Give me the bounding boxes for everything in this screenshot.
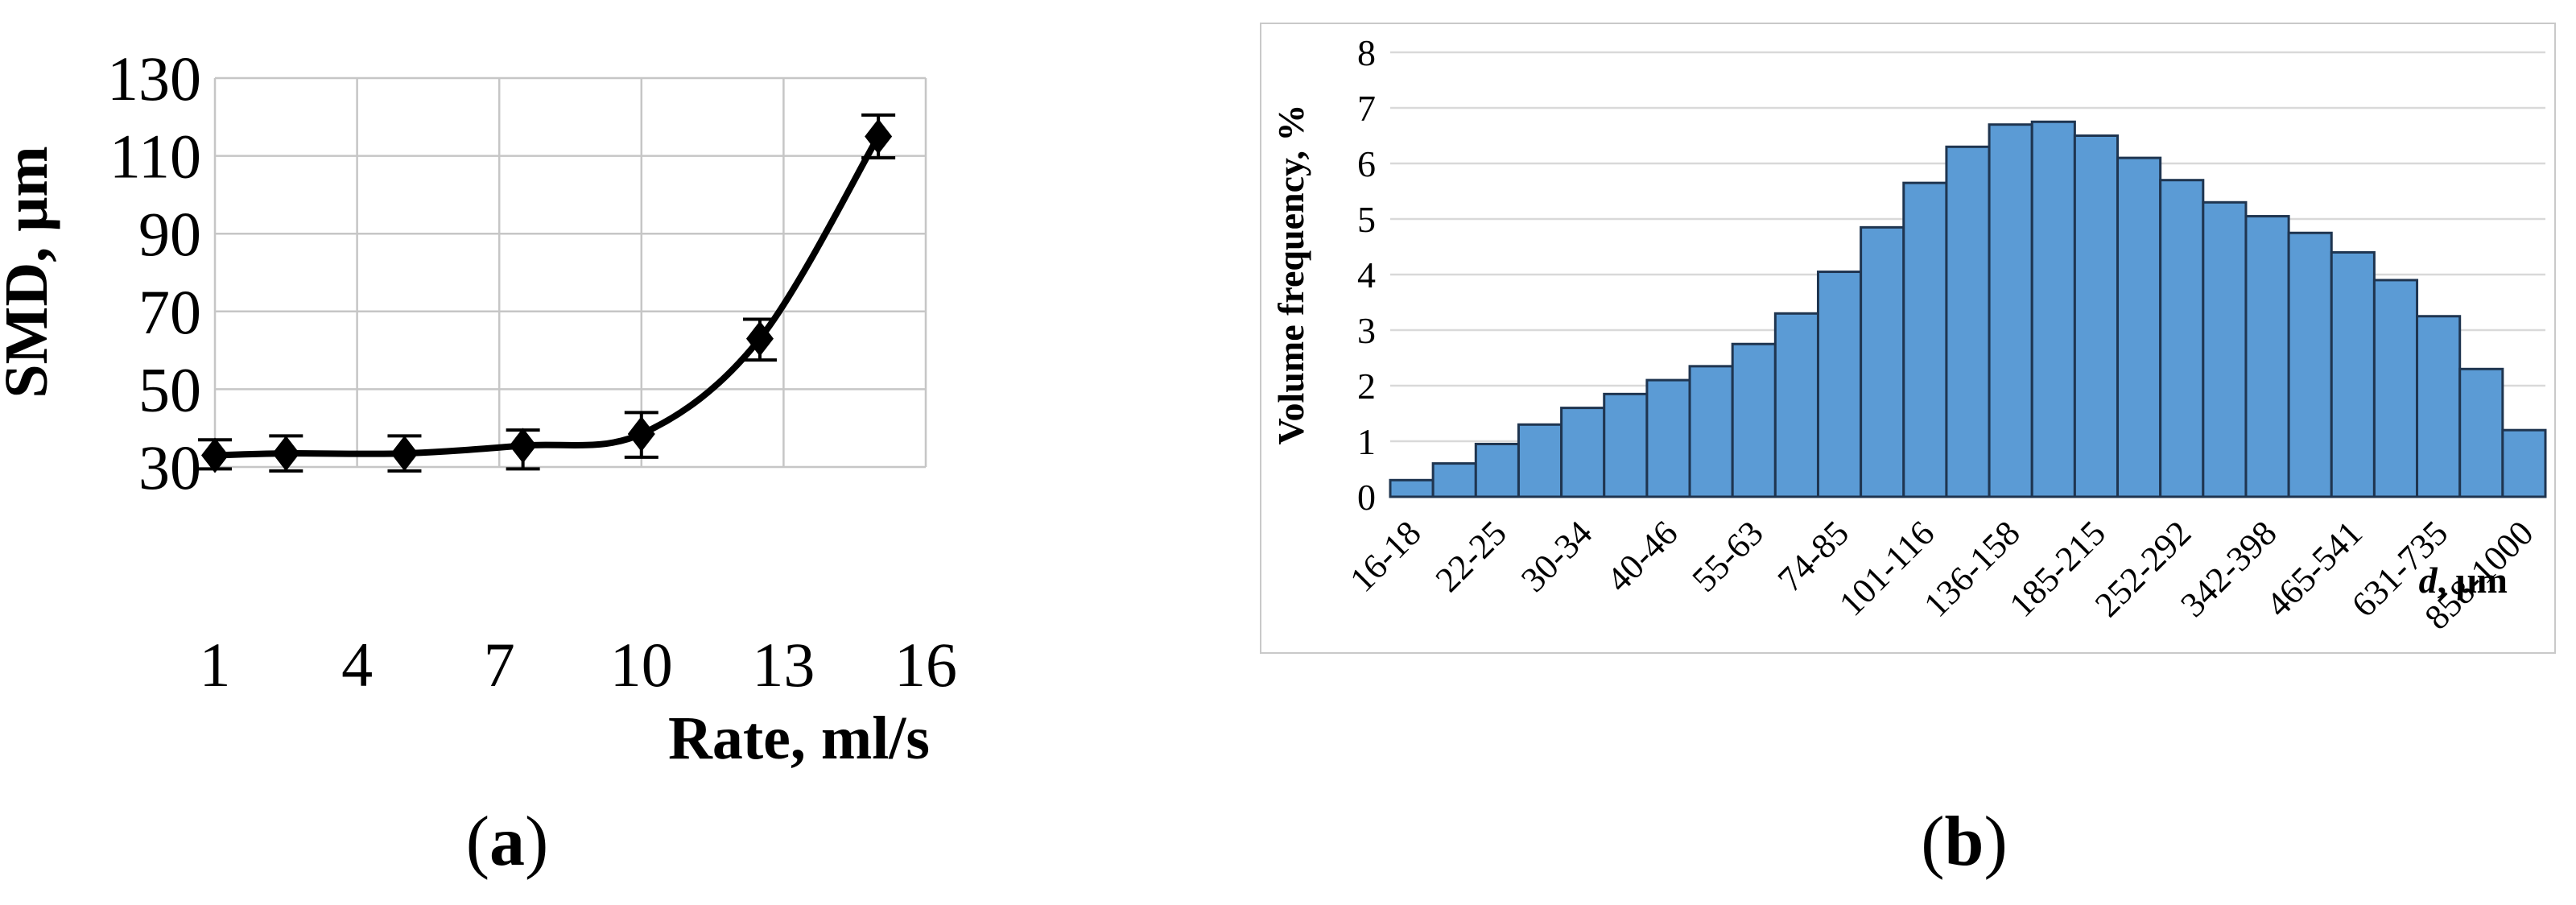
histogram-bar	[2501, 428, 2547, 498]
histogram-bar	[2372, 279, 2419, 498]
smd-curve	[212, 133, 882, 459]
x-axis-bin-label: 465-541	[2259, 513, 2370, 624]
histogram-bar	[2073, 134, 2120, 498]
x-axis-bin-label: 16-18	[1342, 513, 1428, 599]
histogram-bar	[2416, 315, 2462, 498]
x-axis-tick-label: 16	[894, 630, 957, 700]
histogram-bar	[2330, 250, 2376, 498]
histogram-bar	[1560, 407, 1606, 498]
data-point-diamond	[390, 436, 419, 472]
x-axis-bin-label: 342-398	[2173, 513, 2284, 624]
x-axis-tick-label: 4	[341, 630, 373, 700]
histogram-bar	[1731, 342, 1777, 498]
data-point-diamond	[627, 415, 655, 452]
data-point-diamond	[272, 436, 300, 472]
histogram-bar	[1389, 478, 1435, 498]
x-axis-bin-label: 22-25	[1428, 513, 1514, 599]
x-axis-bin-label: 185-215	[2002, 513, 2113, 624]
y-axis-tick-label: 0	[1357, 477, 1376, 518]
y-axis-tick-label: 30	[138, 432, 201, 502]
x-axis-bin-label: 40-46	[1599, 513, 1685, 599]
y-axis-tick-label: 1	[1357, 421, 1376, 462]
histogram-bar	[2458, 367, 2504, 498]
y-axis-tick-label: 90	[138, 199, 201, 269]
caption-a: (a)	[306, 801, 708, 882]
y-axis-tick-label: 3	[1357, 310, 1376, 351]
histogram-bar	[2244, 215, 2290, 498]
caption-b: (b)	[1763, 801, 2165, 882]
x-axis-tick-label: 13	[752, 630, 815, 700]
y-axis-tick-label: 6	[1357, 143, 1376, 184]
histogram-bar	[1645, 378, 1691, 498]
histogram-bar	[1945, 145, 1991, 498]
y-axis-tick-label: 5	[1357, 199, 1376, 240]
histogram-bar	[1517, 423, 1563, 498]
data-point-diamond	[865, 118, 893, 155]
histogram-bar	[1603, 392, 1649, 498]
histogram-panel: 0 1 2 3 4 5 6 7 8 16-18 22-25 30-34 40-46 55-63 74-85 1…	[1260, 23, 2556, 654]
y-axis-title: Volume frequency, %	[1270, 105, 1311, 445]
histogram-bar	[2159, 179, 2205, 498]
histogram-bar	[2287, 231, 2333, 498]
data-point-diamond	[745, 320, 774, 357]
histogram-bar	[2116, 156, 2162, 498]
y-axis-tick-label: 130	[107, 43, 201, 114]
x-axis-bin-label: 252-292	[2087, 513, 2198, 624]
caption-b-open: (	[1921, 803, 1945, 881]
caption-a-letter: a	[489, 803, 525, 881]
y-axis-tick-label: 4	[1357, 254, 1376, 295]
histogram-bar	[2202, 200, 2248, 498]
x-axis-bin-label: 55-63	[1685, 513, 1771, 599]
x-axis-tick-label: 10	[610, 630, 673, 700]
y-axis-title: SMD, μm	[0, 146, 60, 398]
y-axis-tick-label: 70	[138, 277, 201, 347]
histogram-bar	[1474, 442, 1520, 498]
y-axis-tick-label: 2	[1357, 366, 1376, 407]
x-axis-title: Rate, ml/s	[668, 705, 930, 772]
y-axis-tick-label: 50	[138, 354, 201, 424]
histogram-bar	[1688, 365, 1734, 498]
histogram-bar	[1773, 312, 1819, 498]
histogram-bar	[1816, 271, 1863, 498]
caption-a-close: )	[525, 803, 549, 881]
y-axis-tick-label: 8	[1357, 32, 1376, 73]
x-axis-bin-label: 30-34	[1513, 513, 1600, 599]
data-point-diamond	[509, 428, 537, 464]
x-axis-bin-label: 101-116	[1831, 513, 1942, 623]
x-axis-tick-label: 7	[484, 630, 515, 700]
caption-a-open: (	[465, 803, 489, 881]
caption-b-letter: b	[1944, 803, 1984, 881]
y-axis-tick-label: 7	[1357, 88, 1376, 129]
x-axis-bin-label: 136-158	[1916, 513, 2027, 624]
histogram-bar	[2030, 120, 2076, 498]
histogram-bar	[1988, 123, 2033, 498]
x-axis-tick-label: 1	[200, 630, 231, 700]
histogram-bar	[1860, 225, 1905, 498]
y-axis-tick-label: 110	[109, 122, 201, 192]
caption-b-close: )	[1984, 803, 2008, 881]
data-point-diamond	[201, 437, 229, 473]
histogram-bar	[1902, 181, 1948, 498]
x-axis-title: d, μm	[2419, 560, 2508, 601]
histogram-bar	[1431, 462, 1477, 498]
